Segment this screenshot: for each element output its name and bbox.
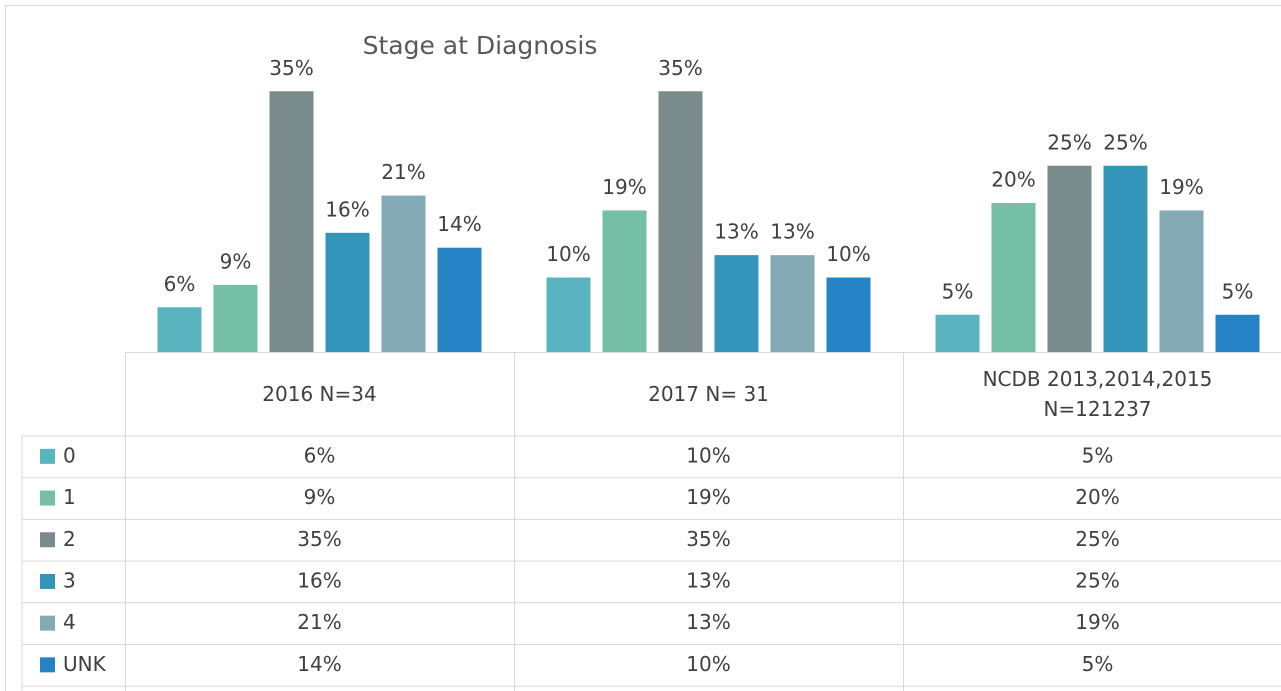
- bar: [826, 277, 871, 352]
- legend-key: [40, 490, 55, 506]
- chart-title: Stage at Diagnosis: [363, 31, 598, 60]
- chart-border: [5, 5, 1281, 691]
- data-label: 13%: [770, 220, 814, 244]
- bar: [546, 277, 591, 352]
- bar: [157, 307, 202, 352]
- table-cell: 9%: [304, 485, 336, 509]
- legend-label: 3: [63, 568, 76, 592]
- table-cell: 5%: [1082, 652, 1114, 676]
- data-label: 25%: [1103, 130, 1147, 154]
- data-label: 5%: [942, 279, 974, 303]
- legend-label: 2: [63, 527, 76, 551]
- data-label: 14%: [437, 212, 481, 236]
- legend-key: [40, 573, 55, 589]
- data-label: 20%: [991, 168, 1035, 192]
- data-label: 35%: [269, 56, 313, 80]
- bar: [381, 195, 426, 352]
- table-cell: 25%: [1075, 568, 1119, 592]
- table-header: NCDB 2013,2014,2015 N=121237: [982, 367, 1213, 421]
- legend-label: 4: [63, 610, 76, 634]
- table-cell: 13%: [686, 610, 730, 634]
- table-cell: 5%: [1082, 443, 1114, 467]
- bar: [325, 232, 370, 352]
- table-cell: 10%: [686, 443, 730, 467]
- bar: [714, 255, 759, 352]
- legend-label: UNK: [63, 652, 107, 676]
- bar: [770, 255, 815, 352]
- table-header: 2016 N=34: [262, 382, 377, 406]
- data-label: 10%: [826, 242, 870, 266]
- data-label: 13%: [714, 220, 758, 244]
- table-cell: 25%: [1075, 527, 1119, 551]
- table-cell: 13%: [686, 568, 730, 592]
- data-label: 6%: [164, 272, 196, 296]
- data-label: 35%: [658, 56, 702, 80]
- data-label: 19%: [602, 175, 646, 199]
- legend-key: [40, 615, 55, 631]
- table-cell: 35%: [297, 527, 341, 551]
- data-label: 10%: [546, 242, 590, 266]
- legend-label: 0: [63, 443, 76, 467]
- bar: [991, 203, 1036, 352]
- data-label: 21%: [381, 160, 425, 184]
- bar: [1047, 165, 1092, 352]
- legend-key: [40, 532, 55, 548]
- bar: [437, 247, 482, 352]
- legend-key: [40, 448, 55, 464]
- bar: [935, 314, 980, 352]
- table-header: 2017 N= 31: [648, 382, 769, 406]
- table-cell: 16%: [297, 568, 341, 592]
- legend-key: [40, 657, 55, 673]
- table-cell: 6%: [304, 443, 336, 467]
- bar: [1215, 314, 1260, 352]
- data-label: 25%: [1047, 130, 1091, 154]
- bar: [213, 284, 258, 352]
- data-label: 5%: [1222, 279, 1254, 303]
- legend-label: 1: [63, 485, 76, 509]
- table-cell: 21%: [297, 610, 341, 634]
- table-cell: 19%: [1075, 610, 1119, 634]
- bar: [1103, 165, 1148, 352]
- table-cell: 19%: [686, 485, 730, 509]
- bar: [1159, 210, 1204, 352]
- data-label: 9%: [220, 249, 252, 273]
- bar: [658, 91, 703, 352]
- table-cell: 35%: [686, 527, 730, 551]
- data-label: 16%: [325, 197, 369, 221]
- bar: [269, 91, 314, 352]
- data-label: 19%: [1159, 175, 1203, 199]
- table-cell: 10%: [686, 652, 730, 676]
- table-cell: 20%: [1075, 485, 1119, 509]
- bar: [602, 210, 647, 352]
- table-cell: 14%: [297, 652, 341, 676]
